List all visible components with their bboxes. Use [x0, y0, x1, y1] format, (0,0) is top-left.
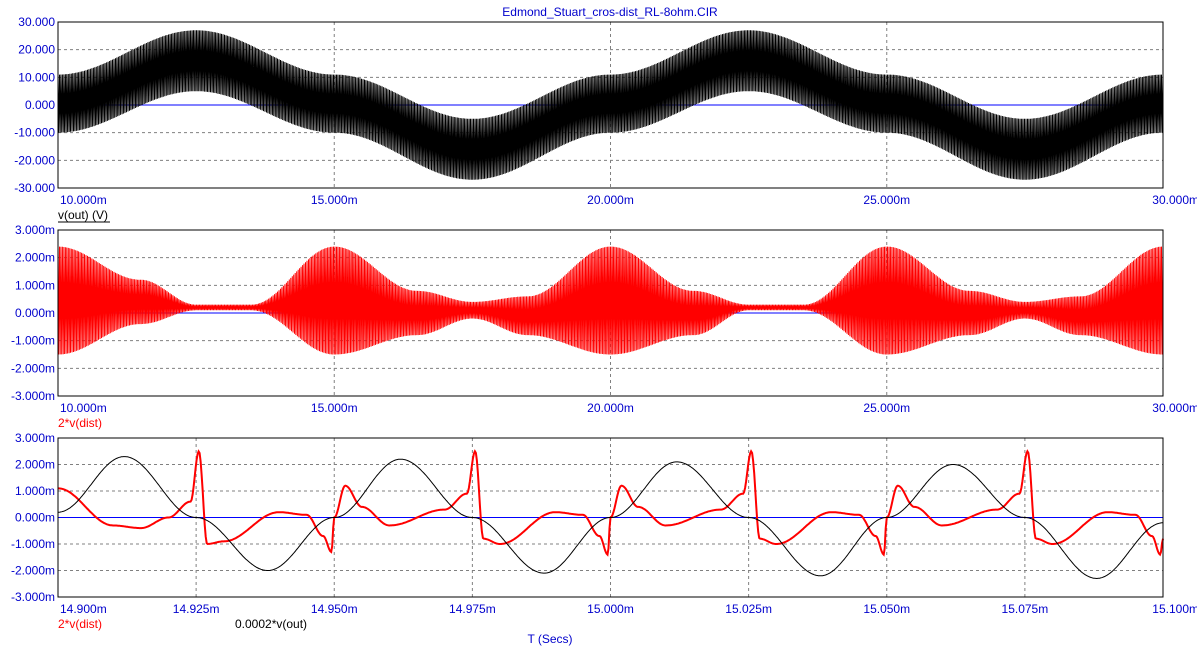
series-label: 2*v(dist) — [58, 617, 102, 631]
x-tick-label: 15.050m — [863, 602, 910, 616]
x-tick-label: 14.950m — [311, 602, 358, 616]
y-tick-label: -2.000m — [11, 564, 55, 578]
series-label: v(out) (V) — [58, 208, 108, 222]
y-tick-label: 0.000m — [15, 306, 55, 320]
panel-bottom: 3.000m 2.000m 1.000m 0.000m -1.000m -2.000m -3… — [11, 431, 1197, 631]
x-tick-label: 15.000m — [311, 193, 358, 207]
y-tick-label: 30.000 — [18, 15, 55, 29]
x-tick-label: 25.000m — [863, 193, 910, 207]
y-tick-label: 2.000m — [15, 251, 55, 265]
x-tick-label: 15.025m — [725, 602, 772, 616]
plot-panels: 30.000 20.000 10.000 0.000 -10.000 -20.000 -30… — [11, 15, 1197, 631]
x-tick-label: 20.000m — [587, 193, 634, 207]
x-tick-label: 30.000m — [1152, 401, 1197, 415]
x-tick-label: 15.075m — [1002, 602, 1049, 616]
x-tick-label: 14.900m — [60, 602, 107, 616]
y-tick-label: 10.000 — [18, 70, 55, 84]
y-tick-label: -3.000m — [11, 590, 55, 604]
series-label: 0.0002*v(out) — [235, 617, 307, 631]
plot-frame — [57, 21, 1164, 189]
trace-middle-0 — [57, 246, 1164, 355]
chart-title: Edmond_Stuart_cros-dist_RL-8ohm.CIR — [502, 5, 718, 19]
y-tick-label: 20.000 — [18, 43, 55, 57]
y-tick-label: -1.000m — [11, 334, 55, 348]
y-tick-label: -3.000m — [11, 389, 55, 403]
x-tick-label: 30.000m — [1152, 193, 1197, 207]
y-tick-label: 0.000m — [15, 511, 55, 525]
plot-frame — [57, 437, 1164, 598]
x-tick-label: 10.000m — [60, 193, 107, 207]
y-tick-label: -30.000 — [14, 181, 55, 195]
x-axis-label: T (Secs) — [527, 632, 572, 646]
panel-top: 30.000 20.000 10.000 0.000 -10.000 -20.000 -30… — [14, 15, 1197, 223]
y-tick-label: -10.000 — [14, 126, 55, 140]
y-tick-label: 1.000m — [15, 278, 55, 292]
x-tick-label: 15.100m — [1152, 602, 1197, 616]
x-tick-label: 15.000m — [587, 602, 634, 616]
y-tick-label: 1.000m — [15, 484, 55, 498]
x-tick-label: 15.000m — [311, 401, 358, 415]
x-tick-label: 14.975m — [449, 602, 496, 616]
x-tick-label: 20.000m — [587, 401, 634, 415]
y-tick-label: -20.000 — [14, 153, 55, 167]
y-tick-label: -1.000m — [11, 537, 55, 551]
trace-top-0 — [57, 30, 1164, 180]
y-tick-label: 3.000m — [15, 223, 55, 237]
y-tick-label: 0.000 — [25, 98, 55, 112]
y-tick-label: 2.000m — [15, 458, 55, 472]
y-tick-label: 3.000m — [15, 431, 55, 445]
y-tick-label: -2.000m — [11, 361, 55, 375]
x-tick-label: 25.000m — [863, 401, 910, 415]
panel-middle: 3.000m 2.000m 1.000m 0.000m -1.000m -2.000m -3… — [11, 223, 1197, 430]
trace-bottom-1 — [58, 456, 1163, 580]
series-label: 2*v(dist) — [58, 416, 102, 430]
x-tick-label: 10.000m — [60, 401, 107, 415]
x-tick-label: 14.925m — [173, 602, 220, 616]
plot-frame — [57, 229, 1164, 397]
